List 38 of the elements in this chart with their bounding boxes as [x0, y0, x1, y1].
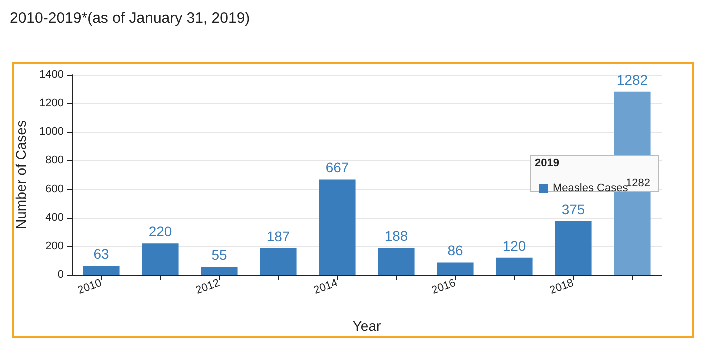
data-label: 55 [212, 247, 228, 264]
data-label: 120 [502, 238, 526, 254]
data-label: 63 [94, 246, 110, 262]
annotation: 1282 [626, 178, 650, 190]
data-label: 188 [384, 228, 408, 244]
bar [201, 267, 238, 275]
data-label: 220 [148, 224, 172, 240]
y-tick-label: 400 [46, 212, 64, 224]
data-label: 375 [562, 201, 586, 218]
bar [319, 180, 356, 275]
bar [496, 258, 533, 275]
y-tick-label: 1000 [40, 126, 64, 138]
bar [378, 248, 415, 275]
bar [260, 248, 297, 275]
data-label: 1282 [616, 72, 648, 88]
y-tick-label: 0 [58, 269, 64, 281]
x-tick-label: 2016 [430, 277, 458, 298]
x-tick-label: 2012 [194, 277, 222, 298]
x-axis-title: Year [352, 318, 382, 334]
x-tick-label: 2018 [548, 277, 576, 298]
x-tick-label: 2010 [76, 277, 104, 298]
y-tick-label: 800 [46, 154, 64, 167]
legend-label: Measles Cases [553, 182, 629, 194]
bar [555, 221, 592, 275]
bar [437, 262, 474, 275]
x-tick-label: 2014 [312, 277, 340, 298]
y-tick-label: 1200 [40, 98, 64, 110]
chart-title: 2010-2019*(as of January 31, 2019) [10, 10, 250, 27]
annotation: 2019 [535, 158, 560, 170]
data-label: 667 [326, 160, 350, 176]
bar [83, 266, 120, 275]
y-axis-title: Number of Cases [13, 120, 29, 230]
y-tick-label: 600 [46, 183, 64, 196]
bar [142, 244, 179, 275]
y-tick-label: 200 [46, 240, 64, 252]
data-label: 187 [266, 228, 290, 244]
data-label: 86 [448, 242, 464, 259]
y-tick-label: 1400 [40, 69, 64, 81]
